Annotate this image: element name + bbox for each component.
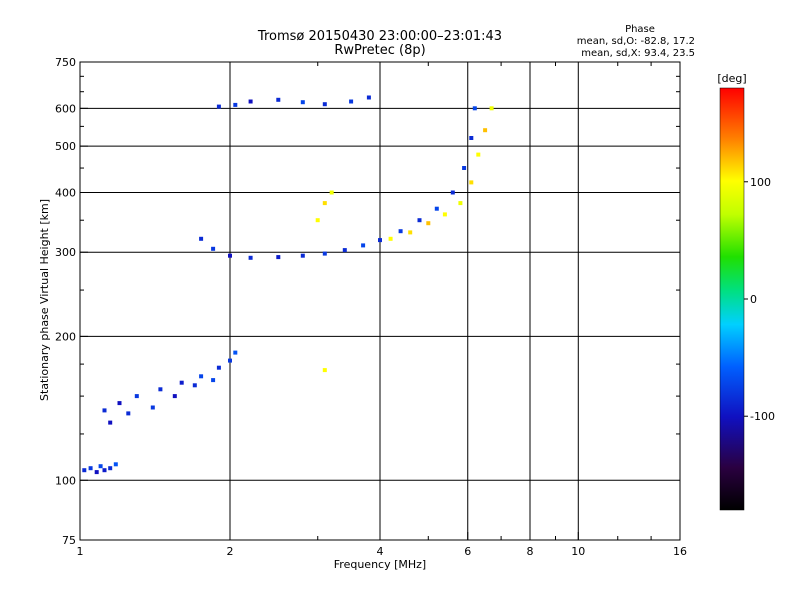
data-point-e xyxy=(88,466,93,471)
colorbar-ticks: 100 0 -100 xyxy=(744,176,775,423)
data-point-f2 xyxy=(349,99,354,104)
data-point-f-x xyxy=(426,221,431,226)
colorbar-tick-label: 100 xyxy=(750,176,771,189)
data-point-f2 xyxy=(248,99,253,104)
colorbar xyxy=(719,87,745,511)
chart-subtitle: RwPretec (8p) xyxy=(334,43,425,58)
x-tick-label: 10 xyxy=(571,545,585,558)
data-point-f-o xyxy=(378,238,382,243)
data-point-es xyxy=(192,383,197,388)
data-point-f-o xyxy=(300,253,305,258)
colorbar-label: [deg] xyxy=(717,72,746,85)
y-tick-label: 75 xyxy=(62,534,76,547)
data-point-es xyxy=(117,401,122,406)
data-point-f-x xyxy=(483,128,488,133)
data-point-es xyxy=(233,350,238,355)
data-point-f-x xyxy=(476,152,481,157)
data-point-f-o xyxy=(211,246,216,251)
axis-ticks xyxy=(79,61,681,541)
data-point-f-o xyxy=(472,106,477,111)
data-point-f-o xyxy=(228,253,232,258)
data-point-e xyxy=(102,468,107,473)
tick-labels: 1 2 4 6 8 10 16 75 100 200 300 400 500 600 750 xyxy=(55,56,687,558)
y-tick-label: 400 xyxy=(55,186,76,199)
data-point-f2 xyxy=(216,104,221,109)
data-point-es xyxy=(126,411,131,416)
x-tick-label: 6 xyxy=(464,545,471,558)
data-point-f-o xyxy=(434,206,439,211)
data-point-f-o xyxy=(248,255,253,260)
data-points xyxy=(82,95,494,475)
y-tick-label: 750 xyxy=(55,56,76,69)
data-point-e xyxy=(82,468,87,473)
data-point-es xyxy=(102,408,107,413)
data-point-f-x xyxy=(489,106,494,111)
data-point-es xyxy=(216,365,221,370)
y-tick-label: 300 xyxy=(55,246,76,259)
y-tick-label: 200 xyxy=(55,330,76,343)
data-point-f-x xyxy=(442,212,447,217)
x-tick-label: 16 xyxy=(673,545,687,558)
data-point-es xyxy=(172,394,177,399)
x-tick-label: 4 xyxy=(377,545,384,558)
y-tick-label: 100 xyxy=(55,474,76,487)
x-axis-label: Frequency [MHz] xyxy=(334,558,426,571)
data-point-f-x xyxy=(322,368,327,373)
data-point-f-o xyxy=(398,229,403,234)
data-point-e xyxy=(113,462,118,467)
data-point-f-x xyxy=(458,201,463,206)
phase-stats-x: mean, sd,X: 93.4, 23.5 xyxy=(581,48,695,59)
data-point-f2 xyxy=(276,97,281,102)
data-point-e xyxy=(108,466,113,471)
data-point-f-x xyxy=(469,180,474,185)
data-point-f-o xyxy=(361,243,366,248)
data-point-f-o xyxy=(462,166,467,170)
data-point-es xyxy=(108,420,113,425)
data-point-f-o xyxy=(469,136,474,140)
chart-title: Tromsø 20150430 23:00:00–23:01:43 xyxy=(257,29,502,44)
data-point-f-o xyxy=(276,255,281,260)
data-point-f-o xyxy=(322,251,327,256)
colorbar-tick-label: 0 xyxy=(750,293,757,306)
y-axis-label: Stationary phase Virtual Height [km] xyxy=(38,199,51,401)
data-point-es xyxy=(150,405,155,410)
data-point-f-x xyxy=(315,218,320,223)
data-point-f-x xyxy=(329,190,334,195)
phase-stats-o: mean, sd,O: -82.8, 17.2 xyxy=(577,36,695,47)
data-point-es xyxy=(179,380,184,385)
phase-stats-heading: Phase xyxy=(625,24,655,35)
y-tick-label: 600 xyxy=(55,102,76,115)
grid-lines xyxy=(80,62,680,540)
data-point-f-x xyxy=(388,236,393,241)
x-tick-label: 8 xyxy=(527,545,534,558)
data-point-es xyxy=(134,394,139,399)
colorbar-tick-label: -100 xyxy=(750,410,775,423)
x-tick-label: 1 xyxy=(77,545,84,558)
data-point-f2 xyxy=(233,102,238,107)
data-point-f2 xyxy=(300,100,305,105)
data-point-f-o xyxy=(199,236,204,241)
data-point-f-o xyxy=(417,218,422,223)
data-point-f2 xyxy=(322,102,327,107)
data-point-f-o xyxy=(342,248,347,253)
data-point-f-o xyxy=(450,190,455,195)
data-point-f-x xyxy=(408,230,413,235)
data-point-e xyxy=(94,470,99,475)
y-tick-label: 500 xyxy=(55,140,76,153)
data-point-e xyxy=(98,464,103,469)
data-point-es xyxy=(199,374,204,379)
data-point-f2 xyxy=(366,95,371,100)
data-point-f-x xyxy=(322,201,327,206)
data-point-es xyxy=(228,358,232,363)
data-point-es xyxy=(158,387,163,392)
x-tick-label: 2 xyxy=(227,545,234,558)
data-point-es xyxy=(211,378,216,383)
